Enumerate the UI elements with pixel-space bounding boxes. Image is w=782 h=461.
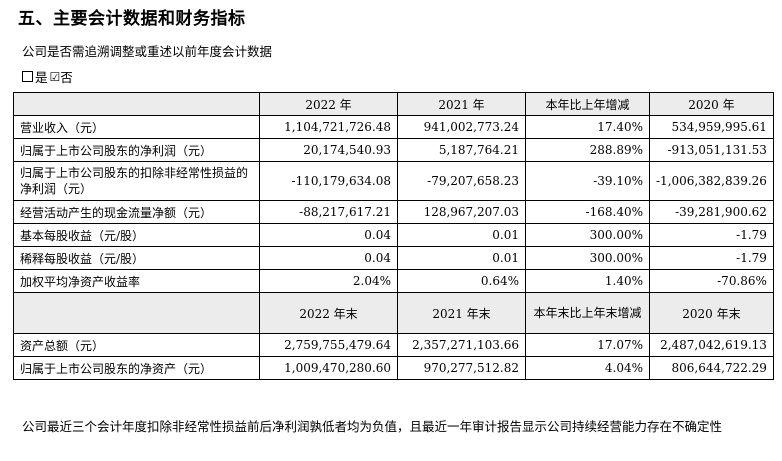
table-cell: 17.40%	[525, 115, 650, 139]
checkbox-unchecked-icon[interactable]	[22, 71, 33, 82]
table-cell: 806,644,722.29	[649, 356, 774, 380]
header-cell: 2020 年	[649, 92, 774, 116]
table-cell: 0.01	[397, 223, 526, 247]
table-header-row: 2022 年末 2021 年末 本年末比上年末增减 2020 年末	[13, 292, 774, 334]
header-cell	[13, 292, 260, 334]
header-cell: 2021 年末	[397, 292, 526, 334]
table-header-row: 2022 年 2021 年 本年比上年增减 2020 年	[13, 92, 774, 116]
footnote: 公司最近三个会计年度扣除非经常性损益前后净利润孰低者均为负值，且最近一年审计报告…	[22, 419, 723, 434]
table-cell: 20,174,540.93	[259, 138, 398, 162]
restatement-question: 公司是否需追溯调整或重述以前年度会计数据	[22, 44, 273, 59]
table-cell: -39.10%	[525, 161, 650, 201]
table-cell: 2,357,271,103.66	[397, 333, 526, 357]
table-row: 加权平均净资产收益率 2.04% 0.64% 1.40% -70.86%	[13, 269, 774, 293]
row-label: 归属于上市公司股东的扣除非经常性损益的净利润（元）	[13, 161, 260, 201]
checkbox-checked-icon[interactable]: ☑	[49, 69, 61, 84]
table-cell: 5,187,764.21	[397, 138, 526, 162]
header-cell: 2020 年末	[649, 292, 774, 334]
table-row: 归属于上市公司股东的净资产（元） 1,009,470,280.60 970,27…	[13, 356, 774, 380]
table-cell: 1,104,721,726.48	[259, 115, 398, 139]
table-row: 经营活动产生的现金流量净额（元） -88,217,617.21 128,967,…	[13, 200, 774, 224]
table-cell: 17.07%	[525, 333, 650, 357]
table-cell: 1,009,470,280.60	[259, 356, 398, 380]
table-row: 归属于上市公司股东的扣除非经常性损益的净利润（元） -110,179,634.0…	[13, 161, 774, 201]
table-cell: -168.40%	[525, 200, 650, 224]
table-row: 归属于上市公司股东的净利润（元） 20,174,540.93 5,187,764…	[13, 138, 774, 162]
table-cell: 2,487,042,619.13	[649, 333, 774, 357]
table-cell: 1.40%	[525, 269, 650, 293]
table-cell: 4.04%	[525, 356, 650, 380]
financial-data-table: 2022 年 2021 年 本年比上年增减 2020 年 营业收入（元） 1,1…	[13, 92, 774, 380]
table-cell: 0.64%	[397, 269, 526, 293]
header-cell: 本年末比上年末增减	[525, 292, 650, 334]
table-cell: 300.00%	[525, 246, 650, 270]
table-cell: -110,179,634.08	[259, 161, 398, 201]
table-cell: -1.79	[649, 246, 774, 270]
table-row: 营业收入（元） 1,104,721,726.48 941,002,773.24 …	[13, 115, 774, 139]
option-no[interactable]: ☑ 否	[50, 67, 73, 86]
restatement-options: 是 ☑ 否	[22, 67, 75, 86]
header-cell: 2022 年末	[259, 292, 398, 334]
row-label: 营业收入（元）	[13, 115, 260, 139]
header-cell: 2022 年	[259, 92, 398, 116]
row-label: 经营活动产生的现金流量净额（元）	[13, 200, 260, 224]
table-cell: 941,002,773.24	[397, 115, 526, 139]
header-cell: 本年比上年增减	[525, 92, 650, 116]
row-label: 资产总额（元）	[13, 333, 260, 357]
table-row: 稀释每股收益（元/股） 0.04 0.01 300.00% -1.79	[13, 246, 774, 270]
table-cell: 0.04	[259, 246, 398, 270]
table-cell: -70.86%	[649, 269, 774, 293]
table-cell: 0.04	[259, 223, 398, 247]
row-label: 归属于上市公司股东的净利润（元）	[13, 138, 260, 162]
row-label: 加权平均净资产收益率	[13, 269, 260, 293]
table-cell: 300.00%	[525, 223, 650, 247]
table-cell: 970,277,512.82	[397, 356, 526, 380]
table-row: 资产总额（元） 2,759,755,479.64 2,357,271,103.6…	[13, 333, 774, 357]
table-cell: -1,006,382,839.26	[649, 161, 774, 201]
row-label: 基本每股收益（元/股）	[13, 223, 260, 247]
row-label: 归属于上市公司股东的净资产（元）	[13, 356, 260, 380]
table-cell: -39,281,900.62	[649, 200, 774, 224]
section-title: 五、主要会计数据和财务指标	[18, 9, 246, 29]
table-cell: 128,967,207.03	[397, 200, 526, 224]
header-cell	[13, 92, 260, 116]
option-no-label: 否	[60, 70, 73, 85]
table-cell: -79,207,658.23	[397, 161, 526, 201]
table-row: 基本每股收益（元/股） 0.04 0.01 300.00% -1.79	[13, 223, 774, 247]
table-cell: 2,759,755,479.64	[259, 333, 398, 357]
table-cell: 0.01	[397, 246, 526, 270]
row-label: 稀释每股收益（元/股）	[13, 246, 260, 270]
table-cell: 288.89%	[525, 138, 650, 162]
option-yes[interactable]: 是	[22, 67, 48, 86]
table-cell: -913,051,131.53	[649, 138, 774, 162]
table-cell: 534,959,995.61	[649, 115, 774, 139]
table-cell: -88,217,617.21	[259, 200, 398, 224]
table-cell: 2.04%	[259, 269, 398, 293]
option-yes-label: 是	[35, 70, 48, 85]
header-cell: 2021 年	[397, 92, 526, 116]
table-cell: -1.79	[649, 223, 774, 247]
